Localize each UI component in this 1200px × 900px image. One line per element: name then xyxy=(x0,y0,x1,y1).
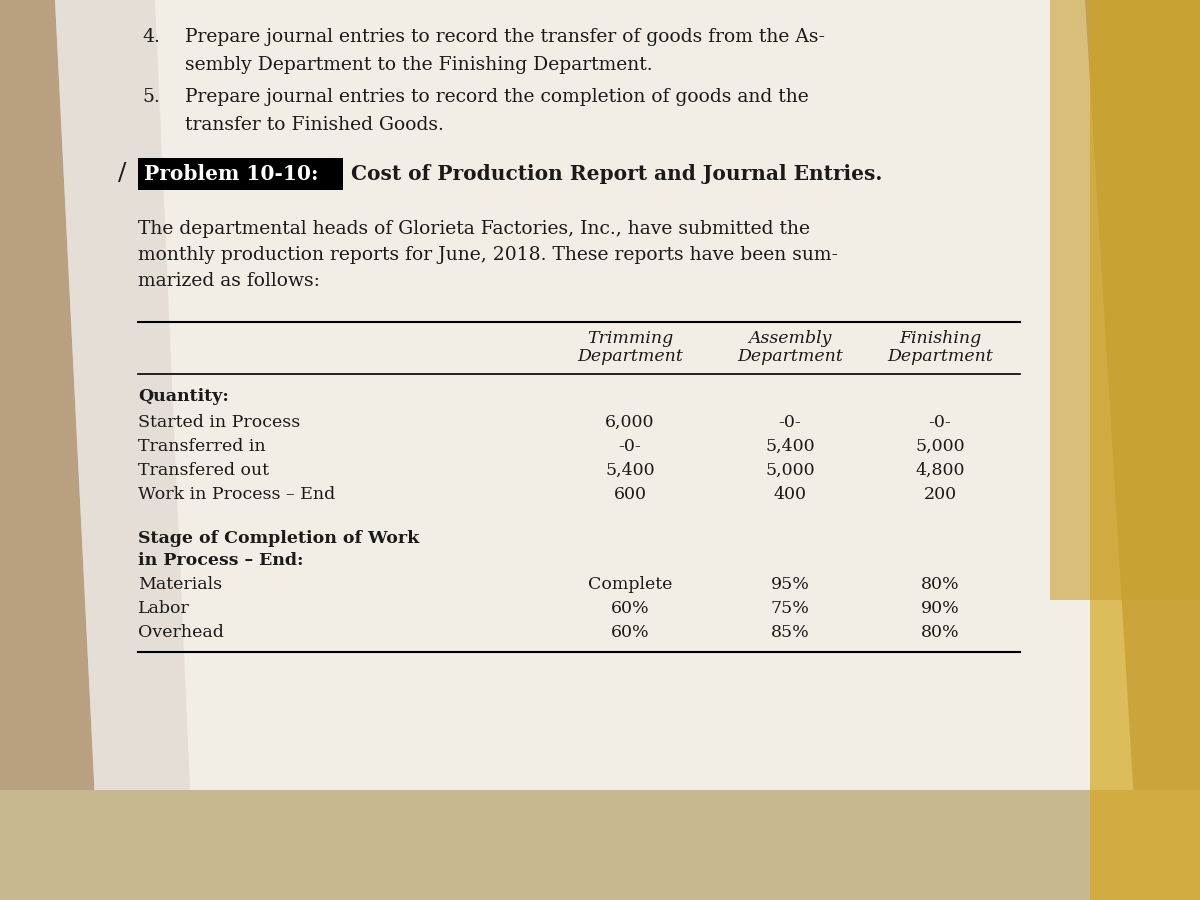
Text: 400: 400 xyxy=(774,486,806,503)
Text: The departmental heads of Glorieta Factories, Inc., have submitted the: The departmental heads of Glorieta Facto… xyxy=(138,220,810,238)
Text: 5.: 5. xyxy=(142,88,160,106)
Text: Prepare journal entries to record the transfer of goods from the As-: Prepare journal entries to record the tr… xyxy=(185,28,826,46)
Text: 6,000: 6,000 xyxy=(605,414,655,431)
Text: 95%: 95% xyxy=(770,576,810,593)
Text: Trimming: Trimming xyxy=(587,330,673,347)
Polygon shape xyxy=(55,0,194,900)
Text: Work in Process – End: Work in Process – End xyxy=(138,486,335,503)
Text: 80%: 80% xyxy=(920,576,959,593)
Text: monthly production reports for June, 2018. These reports have been sum-: monthly production reports for June, 201… xyxy=(138,246,838,264)
Text: 60%: 60% xyxy=(611,600,649,617)
Text: Department: Department xyxy=(887,348,992,365)
Text: 200: 200 xyxy=(924,486,956,503)
Bar xyxy=(1050,0,1200,600)
Text: 4,800: 4,800 xyxy=(916,462,965,479)
Bar xyxy=(1090,0,1200,900)
Text: Department: Department xyxy=(577,348,683,365)
Text: marized as follows:: marized as follows: xyxy=(138,272,320,290)
Bar xyxy=(138,158,343,190)
Text: 600: 600 xyxy=(613,486,647,503)
Text: Department: Department xyxy=(737,348,842,365)
Text: Materials: Materials xyxy=(138,576,222,593)
Text: transfer to Finished Goods.: transfer to Finished Goods. xyxy=(185,116,444,134)
Text: Assembly: Assembly xyxy=(749,330,832,347)
Text: Transfered out: Transfered out xyxy=(138,462,269,479)
Polygon shape xyxy=(55,0,1140,900)
Text: 75%: 75% xyxy=(770,600,810,617)
Text: -0-: -0- xyxy=(929,414,952,431)
Text: /: / xyxy=(118,162,126,185)
Text: 85%: 85% xyxy=(770,624,809,641)
Text: Stage of Completion of Work: Stage of Completion of Work xyxy=(138,530,419,547)
Text: Transferred in: Transferred in xyxy=(138,438,265,455)
Text: 4.: 4. xyxy=(142,28,160,46)
Text: Finishing: Finishing xyxy=(899,330,982,347)
Text: sembly Department to the Finishing Department.: sembly Department to the Finishing Depar… xyxy=(185,56,653,74)
Text: in Process – End:: in Process – End: xyxy=(138,552,304,569)
Text: -0-: -0- xyxy=(619,438,641,455)
Text: 5,400: 5,400 xyxy=(766,438,815,455)
Text: 80%: 80% xyxy=(920,624,959,641)
Text: Problem 10-10:: Problem 10-10: xyxy=(144,164,318,184)
Text: Prepare journal entries to record the completion of goods and the: Prepare journal entries to record the co… xyxy=(185,88,809,106)
Text: -0-: -0- xyxy=(779,414,802,431)
Text: Overhead: Overhead xyxy=(138,624,224,641)
Text: Labor: Labor xyxy=(138,600,190,617)
Text: 60%: 60% xyxy=(611,624,649,641)
Text: 5,400: 5,400 xyxy=(605,462,655,479)
Text: 5,000: 5,000 xyxy=(916,438,965,455)
Text: Started in Process: Started in Process xyxy=(138,414,300,431)
Text: Quantity:: Quantity: xyxy=(138,388,229,405)
Text: 5,000: 5,000 xyxy=(766,462,815,479)
Text: 90%: 90% xyxy=(920,600,959,617)
Text: Complete: Complete xyxy=(588,576,672,593)
Bar xyxy=(0,790,1200,900)
Text: Cost of Production Report and Journal Entries.: Cost of Production Report and Journal En… xyxy=(352,164,882,184)
